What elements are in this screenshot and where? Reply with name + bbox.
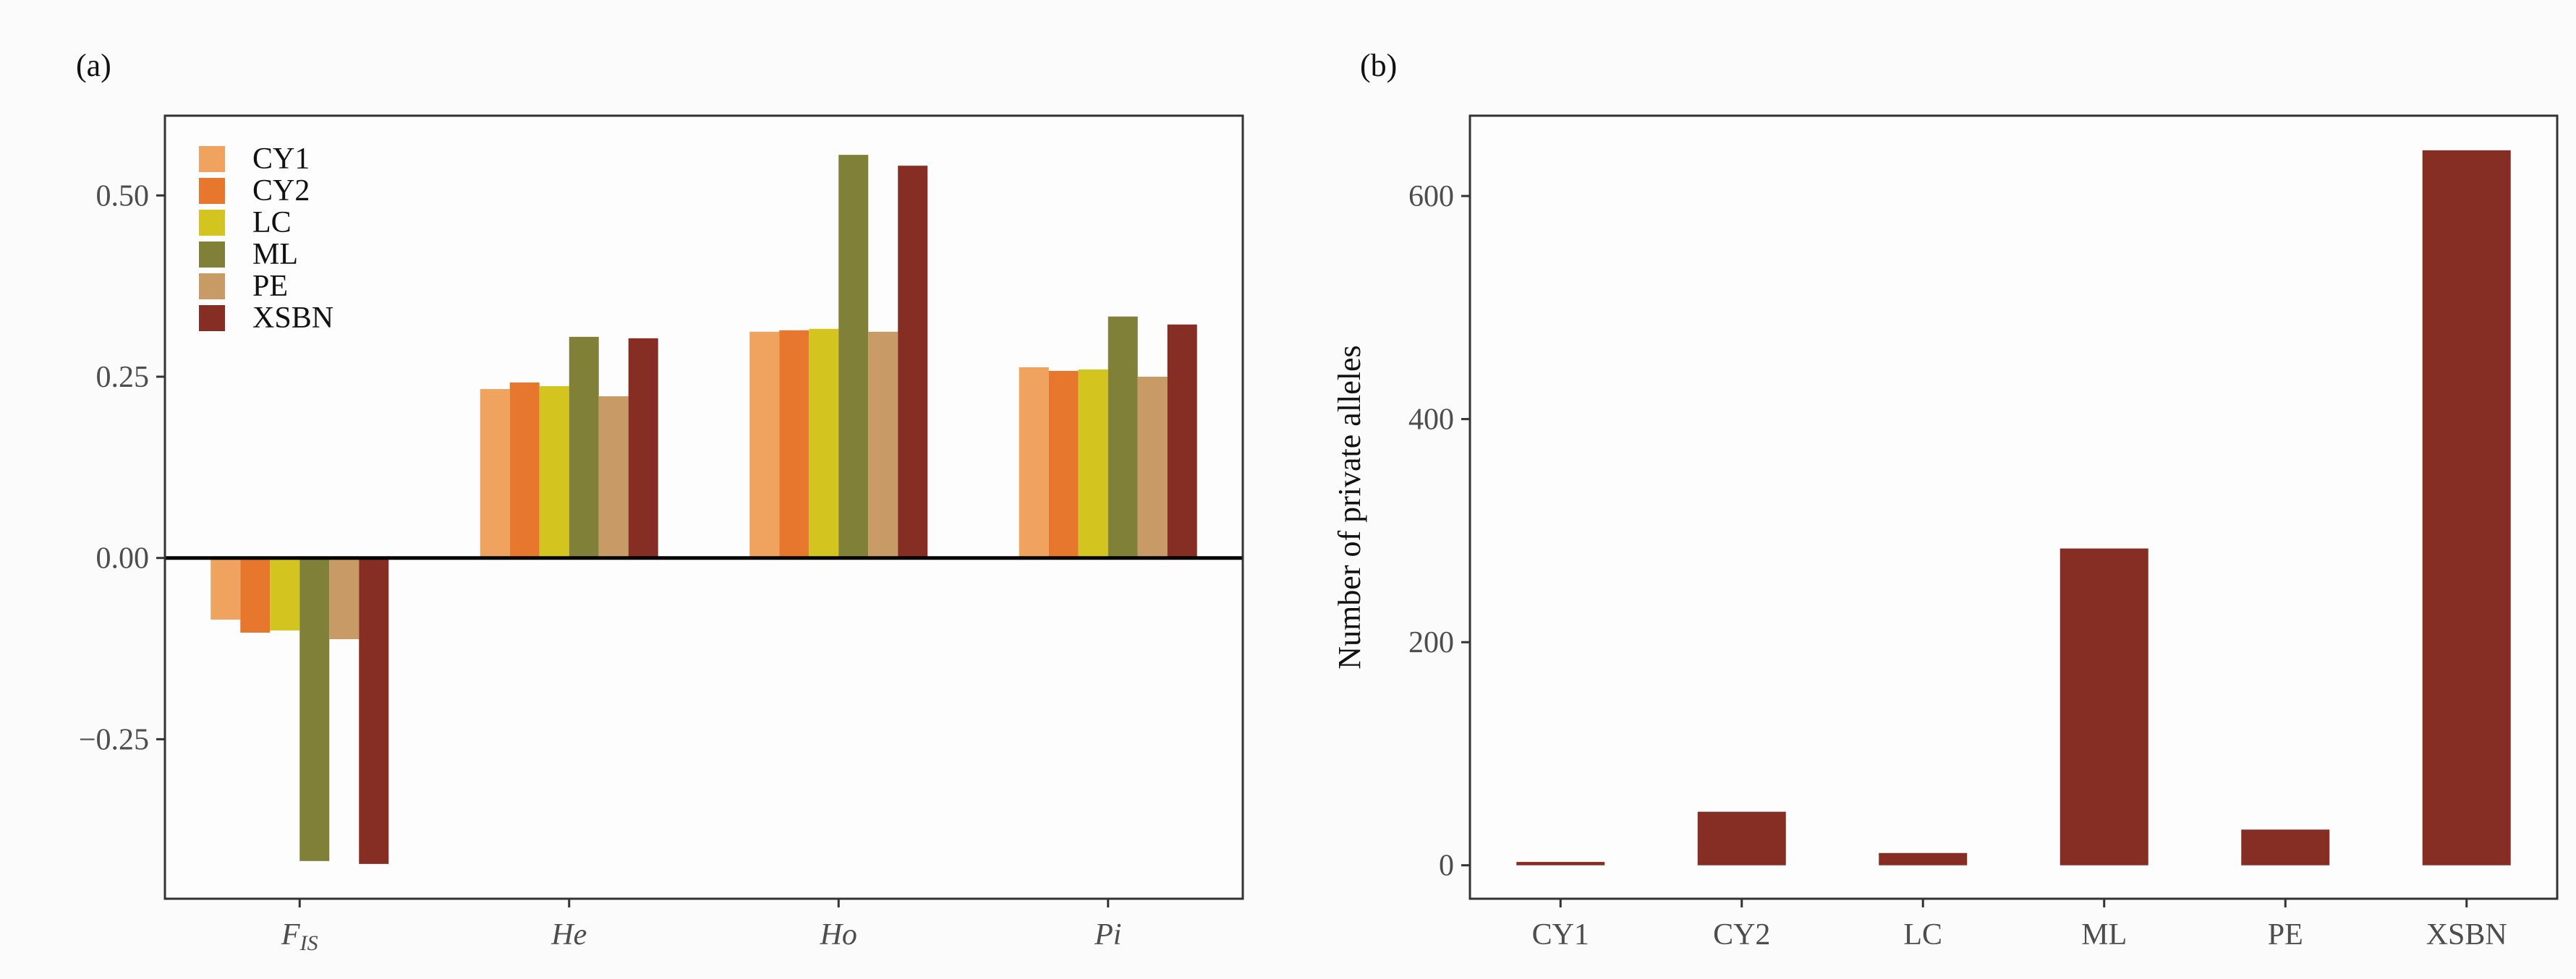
panel-b-chart: 0 200 400 600 CY1 CY2 LC ML PE XSBN Number of pr… [1332, 114, 2559, 952]
bar-pe-pi [1137, 377, 1168, 558]
bar-pe-he [598, 396, 629, 558]
panel-a-x-tick-label: He [551, 918, 587, 952]
legend-swatch-pe [199, 273, 225, 299]
bar-xsbn-fis [359, 557, 389, 864]
panel-b-y-tick-label: 400 [1408, 403, 1454, 437]
panel-b-plot-background [1470, 116, 2557, 899]
bar-ml-he [569, 336, 599, 558]
panel-b-x-tick-label: LC [1903, 918, 1942, 952]
panel-a-bars [211, 155, 1197, 864]
bar-cy2-pi [1048, 370, 1079, 558]
panel-b-x-tick-label: CY2 [1713, 918, 1770, 952]
panel-a-x-axis: FIS He Ho Pi [281, 899, 1121, 955]
bar-pe-fis [329, 557, 360, 640]
bar-cy2 [1697, 811, 1786, 865]
bar-xsbn [2422, 150, 2511, 865]
legend-swatch-lc [199, 210, 225, 236]
bar-ml [2059, 548, 2148, 865]
panel-b-frame [1468, 114, 2559, 900]
bar-lc-pi [1078, 369, 1108, 558]
bar-pe [2241, 829, 2330, 865]
panel-a-y-tick-label: 0.50 [96, 179, 150, 213]
bar-cy2-he [509, 382, 540, 558]
bar-cy1 [1516, 862, 1605, 865]
bar-xsbn-he [628, 338, 658, 558]
bar-lc-ho [809, 328, 839, 558]
bar-pe-ho [868, 331, 898, 558]
legend-swatch-xsbn [199, 305, 225, 331]
panel-a-y-tick-label: 0.00 [96, 542, 150, 576]
bar-ml-ho [838, 155, 869, 558]
panel-b-x-tick-label: PE [2268, 918, 2303, 952]
legend-label-cy1: CY1 [252, 142, 310, 176]
legend-label-pe: PE [252, 270, 288, 303]
bar-cy1-he [480, 389, 510, 558]
legend-swatch-cy2 [199, 178, 225, 204]
panel-b-y-axis-title: Number of private alleles [1332, 345, 1367, 669]
legend-label-cy2: CY2 [252, 174, 310, 208]
bar-cy1-pi [1019, 367, 1049, 558]
bar-ml-fis [299, 557, 330, 861]
panel-a-y-tick-label: 0.25 [96, 361, 150, 394]
panel-b-y-tick-label: 200 [1408, 626, 1454, 659]
panel-b-x-tick-label: CY1 [1532, 918, 1589, 952]
bar-cy1-fis [211, 557, 241, 620]
panel-a-x-tick-label: Pi [1094, 918, 1121, 952]
panel-a-chart: −0.25 0.00 0.25 0.50 FIS He Ho Pi CY1CY2LCMLPE… [79, 114, 1244, 955]
bar-cy2-fis [240, 557, 271, 633]
legend-label-ml: ML [252, 238, 298, 271]
panel-b-y-tick-label: 600 [1408, 180, 1454, 213]
panel-a-y-tick-label: −0.25 [79, 723, 149, 756]
legend-swatch-ml [199, 241, 225, 268]
legend-label-xsbn: XSBN [252, 302, 333, 335]
panel-a-y-axis: −0.25 0.00 0.25 0.50 [79, 179, 165, 756]
panel-b-x-axis: CY1 CY2 LC ML PE XSBN [1532, 899, 2507, 952]
bar-cy1-ho [749, 331, 780, 558]
panel-a-frame [163, 114, 1244, 900]
panel-b-x-tick-label: XSBN [2426, 918, 2507, 952]
panel-b-label: (b) [1360, 48, 1397, 83]
legend-label-lc: LC [252, 206, 292, 239]
bar-ml-pi [1108, 316, 1138, 558]
legend-swatch-cy1 [199, 146, 225, 172]
panel-b-x-tick-label: ML [2081, 918, 2127, 952]
bar-xsbn-pi [1167, 324, 1197, 558]
panel-b-y-tick-label: 0 [1439, 850, 1454, 883]
bar-lc-fis [270, 557, 300, 630]
bar-xsbn-ho [898, 166, 928, 558]
panel-a-x-tick-label: FIS [281, 918, 318, 955]
bar-lc [1879, 852, 1968, 865]
bar-lc-he [539, 386, 569, 558]
bar-cy2-ho [779, 330, 809, 558]
panel-b-y-axis: 0 200 400 600 [1408, 180, 1470, 883]
panel-a-label: (a) [76, 48, 111, 83]
panel-b-bars [1516, 150, 2511, 865]
panel-a-x-tick-label: Ho [820, 918, 857, 952]
